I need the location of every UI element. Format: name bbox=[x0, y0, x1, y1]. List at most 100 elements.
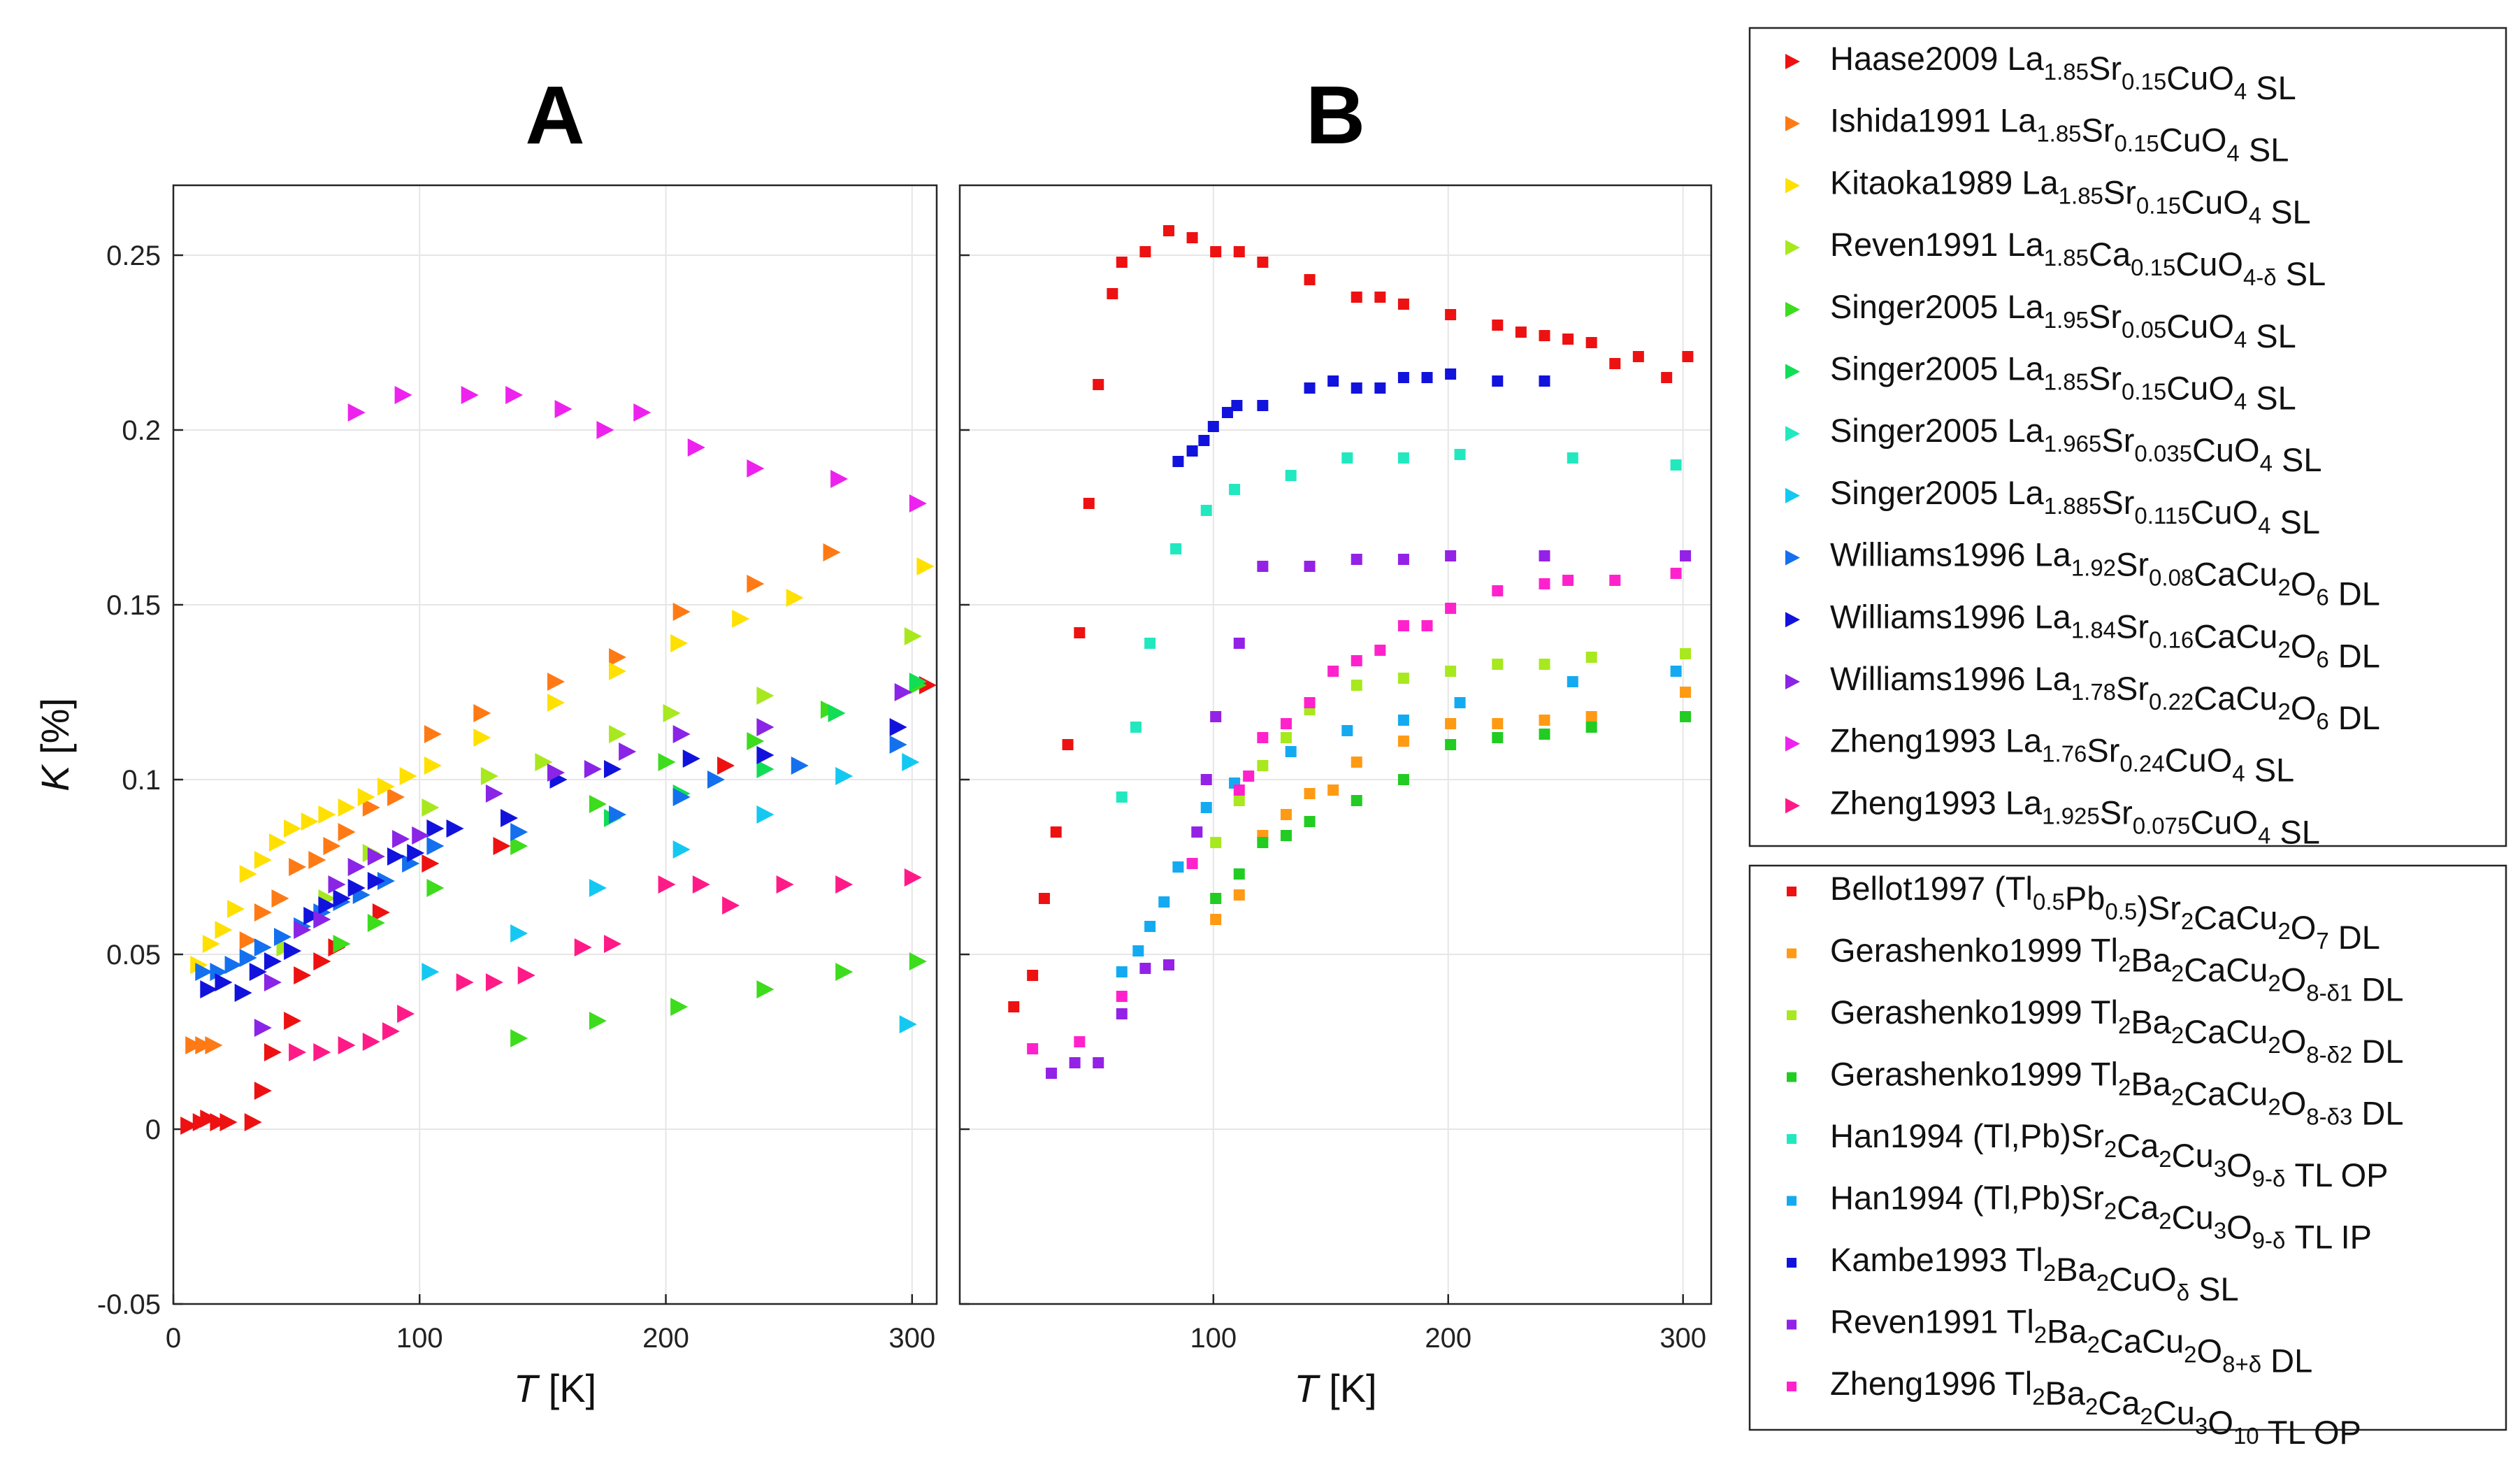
point-B-s0-24 bbox=[1562, 334, 1574, 345]
point-B-s5-1 bbox=[1132, 945, 1144, 956]
point-A-s9-12 bbox=[407, 844, 425, 862]
axes-frame-B bbox=[958, 184, 1713, 1305]
point-B-s3-7 bbox=[1445, 739, 1457, 750]
point-B-s8-3 bbox=[1186, 858, 1198, 869]
legend-top-marker-10 bbox=[1785, 674, 1800, 689]
point-A-s4-5 bbox=[658, 753, 676, 771]
point-B-s1-11 bbox=[1585, 711, 1597, 722]
legend-bottom-label-0: Bellot1997 (Tl0.5Pb0.5)Sr2CaCu2O7 DL bbox=[1830, 870, 2380, 956]
point-A-s11-6 bbox=[633, 403, 651, 422]
legend-bottom-marker-8 bbox=[1787, 1382, 1797, 1391]
point-A-s11-9 bbox=[830, 470, 849, 488]
point-B-s6-1 bbox=[1186, 445, 1198, 457]
point-B-s5-2 bbox=[1144, 921, 1156, 932]
point-B-s4-8 bbox=[1397, 452, 1409, 464]
point-A-s12-6 bbox=[456, 973, 474, 991]
point-B-s4-6 bbox=[1285, 470, 1297, 481]
point-A-s7-3 bbox=[672, 840, 691, 859]
point-B-s4-5 bbox=[1229, 484, 1241, 495]
legend-bottom-box bbox=[1748, 864, 2507, 1431]
legend-top-box bbox=[1748, 27, 2507, 847]
point-B-s6-15 bbox=[1539, 375, 1550, 387]
point-A-s10-2 bbox=[294, 921, 312, 939]
point-A-s0-2 bbox=[200, 1110, 218, 1128]
point-B-s2-2 bbox=[1257, 760, 1269, 771]
point-A-s2-14 bbox=[424, 757, 442, 775]
point-B-s7-6 bbox=[1191, 826, 1203, 838]
point-B-s7-8 bbox=[1210, 711, 1222, 722]
point-A-s8-17 bbox=[791, 757, 809, 775]
point-A-s1-3 bbox=[239, 931, 257, 949]
point-A-s0-9 bbox=[294, 966, 312, 984]
point-A-s3-4 bbox=[480, 767, 498, 785]
point-B-s0-5 bbox=[1074, 627, 1086, 638]
point-A-s12-2 bbox=[338, 1036, 356, 1054]
point-B-s6-3 bbox=[1207, 421, 1219, 432]
point-B-s6-7 bbox=[1304, 382, 1316, 394]
point-A-s12-4 bbox=[382, 1022, 400, 1040]
legend-top-marker-2 bbox=[1785, 178, 1800, 194]
point-B-s8-10 bbox=[1351, 655, 1362, 666]
point-B-s5-9 bbox=[1397, 715, 1409, 726]
point-A-s7-2 bbox=[589, 879, 607, 897]
point-B-s0-8 bbox=[1107, 288, 1118, 299]
point-A-s11-2 bbox=[461, 386, 479, 404]
point-A-s9-14 bbox=[446, 819, 464, 838]
point-A-s9-15 bbox=[501, 809, 519, 827]
point-A-s12-1 bbox=[313, 1043, 331, 1061]
point-A-s1-8 bbox=[323, 837, 341, 855]
xtick-label-B-1: 200 bbox=[1425, 1323, 1471, 1354]
point-B-s3-9 bbox=[1539, 729, 1550, 740]
point-A-s9-4 bbox=[264, 952, 282, 970]
point-A-s2-20 bbox=[786, 589, 804, 607]
point-A-s2-19 bbox=[732, 610, 750, 628]
point-A-s12-7 bbox=[485, 973, 503, 991]
point-A-s8-13 bbox=[510, 823, 528, 841]
point-A-s0-5 bbox=[244, 1113, 262, 1131]
point-A-s4-11 bbox=[670, 998, 689, 1016]
point-B-s0-1 bbox=[1027, 970, 1039, 981]
point-A-s4-14 bbox=[909, 952, 927, 970]
point-A-s10-9 bbox=[485, 784, 503, 803]
point-B-s8-7 bbox=[1280, 718, 1292, 729]
point-B-s1-6 bbox=[1351, 757, 1362, 768]
point-B-s1-4 bbox=[1304, 788, 1316, 799]
point-A-s3-9 bbox=[904, 627, 922, 645]
ytick-label-A-1: 0 bbox=[145, 1115, 161, 1145]
point-B-s7-5 bbox=[1162, 959, 1174, 970]
legend-top-marker-7 bbox=[1785, 487, 1800, 503]
point-A-s11-1 bbox=[394, 386, 412, 404]
point-A-s8-5 bbox=[273, 928, 291, 946]
point-A-s10-1 bbox=[264, 973, 282, 991]
point-B-s0-28 bbox=[1661, 372, 1673, 383]
point-A-s10-7 bbox=[392, 830, 410, 848]
legend-top-marker-3 bbox=[1785, 240, 1800, 256]
point-A-s8-14 bbox=[609, 805, 627, 824]
x-axis-title-B: T [K] bbox=[1294, 1366, 1376, 1410]
point-A-s4-0 bbox=[333, 935, 351, 953]
point-A-s12-9 bbox=[574, 938, 592, 956]
point-A-s0-0 bbox=[180, 1117, 199, 1135]
point-B-s8-1 bbox=[1074, 1036, 1086, 1047]
point-A-s0-10 bbox=[313, 952, 331, 970]
xtick-label-A-1: 100 bbox=[396, 1323, 443, 1354]
point-B-s6-2 bbox=[1198, 435, 1210, 446]
point-B-s7-10 bbox=[1257, 561, 1269, 572]
point-B-s3-8 bbox=[1492, 732, 1504, 743]
point-B-s5-5 bbox=[1200, 802, 1212, 813]
point-B-s0-20 bbox=[1445, 309, 1457, 320]
point-B-s0-0 bbox=[1008, 1001, 1020, 1012]
legend-top-label-1: Ishida1991 La1.85Sr0.15CuO4 SL bbox=[1830, 102, 2289, 169]
xtick-label-B-0: 100 bbox=[1190, 1323, 1237, 1354]
legend-bottom-label-2: Gerashenko1999 Tl2Ba2CaCu2O8-δ2 DL bbox=[1830, 994, 2404, 1070]
legend-top-marker-4 bbox=[1785, 301, 1800, 317]
legend-bottom-label-1: Gerashenko1999 Tl2Ba2CaCu2O8-δ1 DL bbox=[1830, 932, 2404, 1008]
point-A-s5-2 bbox=[756, 760, 775, 778]
point-A-s10-13 bbox=[672, 725, 691, 743]
legend-top-label-12: Zheng1993 La1.925Sr0.075CuO4 SL bbox=[1830, 784, 2320, 850]
point-A-s2-3 bbox=[227, 900, 245, 918]
point-A-s9-1 bbox=[215, 973, 233, 991]
point-B-s8-18 bbox=[1609, 575, 1621, 586]
point-A-s11-7 bbox=[687, 438, 705, 457]
legend-top-marker-8 bbox=[1785, 550, 1800, 566]
